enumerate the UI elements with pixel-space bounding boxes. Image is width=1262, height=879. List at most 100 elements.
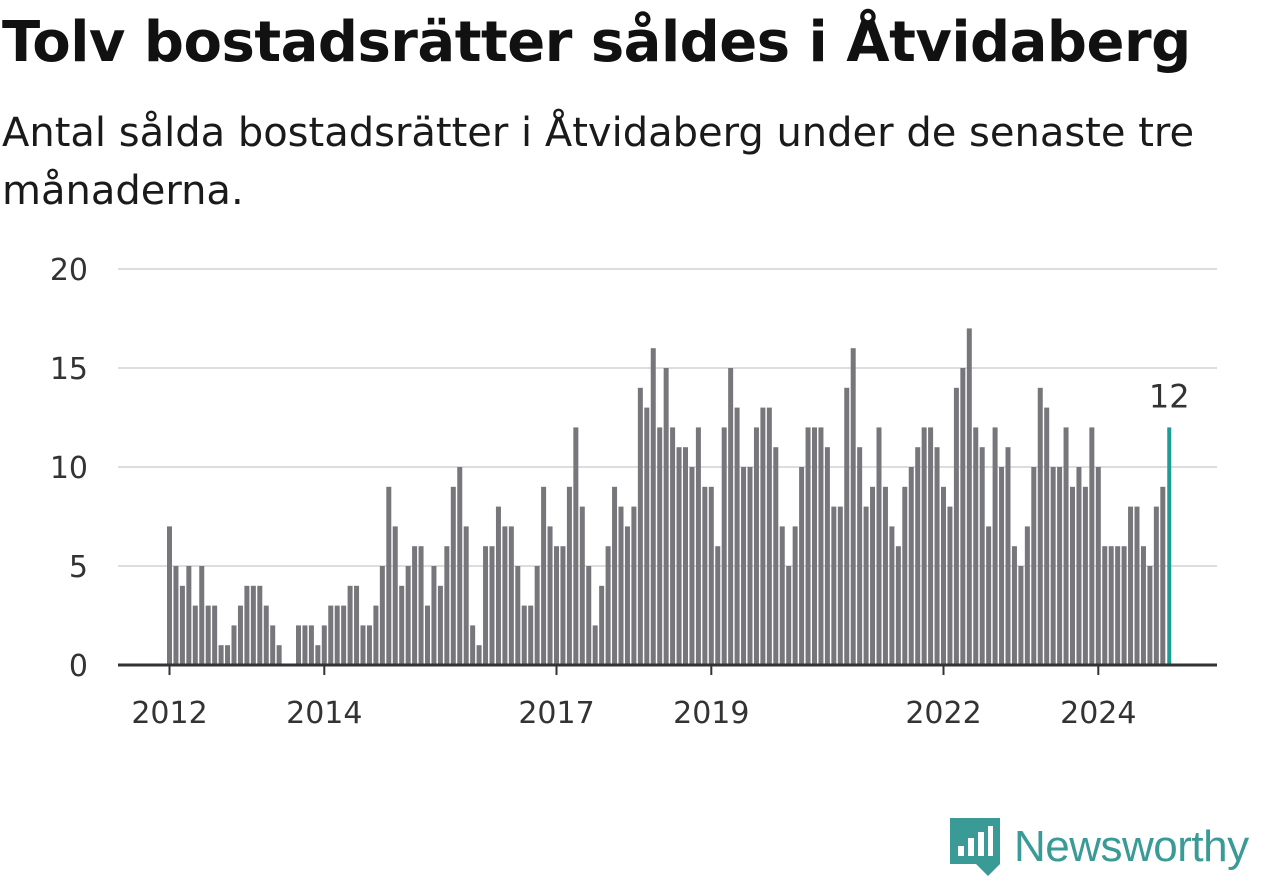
bar xyxy=(347,585,353,665)
bar xyxy=(1108,546,1114,665)
newsworthy-logo: Newsworthy xyxy=(950,818,1249,876)
bar xyxy=(650,348,656,665)
bar xyxy=(250,585,256,665)
bar xyxy=(328,605,334,665)
bar xyxy=(599,585,605,665)
x-axis-ticks: 2012 2014 2017 2019 2022 2024 xyxy=(131,665,1136,731)
bar xyxy=(824,447,830,665)
bar xyxy=(515,566,521,665)
y-axis-ticks: 0 5 10 15 20 xyxy=(50,253,88,684)
bar xyxy=(1031,467,1037,665)
bar xyxy=(1037,387,1043,665)
bar xyxy=(1050,467,1056,665)
bar xyxy=(1018,566,1024,665)
bar xyxy=(715,546,721,665)
x-tick-label: 2019 xyxy=(673,696,749,731)
bar xyxy=(953,387,959,665)
bar xyxy=(495,506,501,665)
bar xyxy=(373,605,379,665)
bar xyxy=(844,387,850,665)
bar xyxy=(192,605,198,665)
bar xyxy=(457,467,463,665)
bar xyxy=(683,447,688,665)
bar xyxy=(760,407,766,665)
bar xyxy=(225,645,231,665)
bar xyxy=(470,625,476,665)
bar xyxy=(444,546,450,665)
bar xyxy=(618,506,624,665)
bar xyxy=(257,585,263,665)
bar xyxy=(928,427,934,665)
bar xyxy=(541,486,547,665)
newsworthy-logo-icon xyxy=(950,818,1000,876)
bar xyxy=(973,427,979,665)
bar xyxy=(792,526,798,665)
bar xyxy=(431,566,437,665)
bar xyxy=(637,387,643,665)
bar xyxy=(689,467,695,665)
bar xyxy=(857,447,863,665)
bar xyxy=(960,368,966,665)
bar xyxy=(1089,427,1095,665)
bar xyxy=(547,526,553,665)
bar xyxy=(341,605,347,665)
bar xyxy=(657,427,663,665)
bar xyxy=(934,447,940,665)
bar xyxy=(566,486,572,665)
bar xyxy=(1140,546,1146,665)
bar xyxy=(586,566,592,665)
bar xyxy=(205,605,211,665)
bar xyxy=(818,427,824,665)
bars xyxy=(167,328,1172,665)
bar xyxy=(579,506,585,665)
chart-title: Tolv bostadsrätter såldes i Åtvidaberg xyxy=(2,10,1191,75)
bar xyxy=(1044,407,1050,665)
bar xyxy=(941,486,946,665)
y-tick-label: 0 xyxy=(69,649,88,684)
bar xyxy=(741,467,747,665)
bar xyxy=(992,427,998,665)
bar xyxy=(450,486,456,665)
chart-subtitle: Antal sålda bostadsrätter i Åtvidaberg u… xyxy=(2,110,1195,214)
bar xyxy=(237,605,243,665)
y-tick-label: 20 xyxy=(50,253,88,288)
bar xyxy=(786,566,792,665)
bar xyxy=(186,566,192,665)
bar xyxy=(534,566,540,665)
bar xyxy=(425,605,430,665)
bar xyxy=(605,546,611,665)
bar xyxy=(921,427,927,665)
highlight-bar xyxy=(1167,427,1172,665)
bar xyxy=(386,486,392,665)
bar xyxy=(870,486,876,665)
x-tick-label: 2014 xyxy=(286,696,362,731)
bar xyxy=(573,427,579,665)
bar xyxy=(508,526,514,665)
bar xyxy=(302,625,308,665)
bar xyxy=(979,447,985,665)
bar xyxy=(670,427,676,665)
bar xyxy=(902,486,908,665)
bar xyxy=(831,506,837,665)
bar xyxy=(612,486,618,665)
bar xyxy=(276,645,282,665)
bar xyxy=(412,546,418,665)
bar xyxy=(1102,546,1108,665)
bar xyxy=(773,447,779,665)
x-tick-label: 2022 xyxy=(905,696,981,731)
bar xyxy=(624,526,630,665)
bar xyxy=(850,348,856,665)
bar xyxy=(728,368,734,665)
bar xyxy=(308,625,314,665)
bar xyxy=(631,506,637,665)
bar xyxy=(199,566,205,665)
bar xyxy=(1115,546,1121,665)
x-tick-label: 2024 xyxy=(1060,696,1136,731)
bar xyxy=(1128,506,1134,665)
bar xyxy=(915,447,921,665)
bar xyxy=(399,585,405,665)
bar xyxy=(1070,486,1075,665)
bar xyxy=(966,328,972,665)
bar xyxy=(644,407,650,665)
bar xyxy=(837,506,843,665)
